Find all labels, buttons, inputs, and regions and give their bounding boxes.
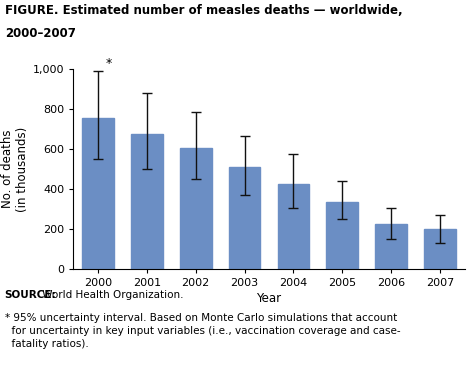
- Bar: [327, 202, 358, 269]
- Text: * 95% uncertainty interval. Based on Monte Carlo simulations that account
  for : * 95% uncertainty interval. Based on Mon…: [5, 313, 401, 349]
- Bar: [180, 147, 211, 269]
- X-axis label: Year: Year: [256, 292, 282, 305]
- Text: World Health Organization.: World Health Organization.: [39, 290, 183, 300]
- Text: FIGURE. Estimated number of measles deaths — worldwide,: FIGURE. Estimated number of measles deat…: [5, 4, 402, 17]
- Bar: [82, 118, 114, 269]
- Bar: [131, 134, 163, 269]
- Text: *: *: [105, 56, 111, 70]
- Y-axis label: No. of deaths
(in thousands): No. of deaths (in thousands): [1, 126, 29, 212]
- Bar: [424, 229, 456, 269]
- Text: SOURCE:: SOURCE:: [5, 290, 56, 300]
- Bar: [228, 167, 260, 269]
- Bar: [278, 184, 310, 269]
- Text: 2000–2007: 2000–2007: [5, 27, 76, 40]
- Bar: [375, 224, 407, 269]
